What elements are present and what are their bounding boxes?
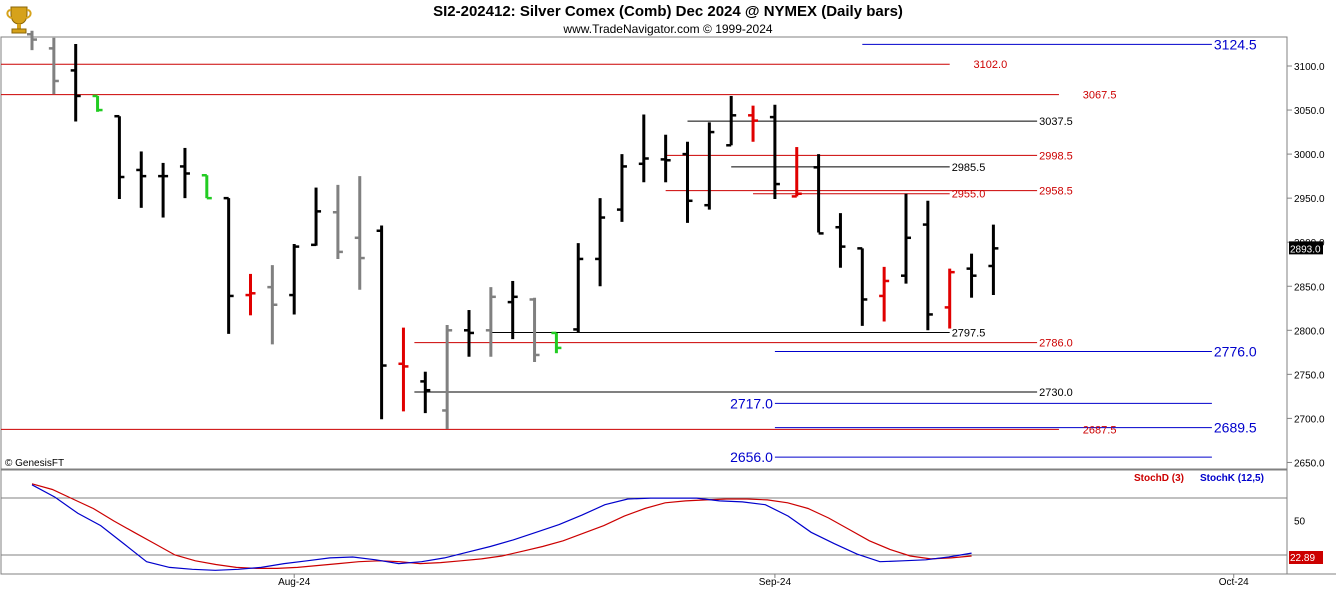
stochk-legend: StochK (12,5) bbox=[1200, 473, 1264, 484]
ohlc-bar bbox=[70, 43, 81, 122]
price-tick-label: 3000.0 bbox=[1294, 150, 1325, 161]
ohlc-bar bbox=[573, 243, 584, 333]
ohlc-bar bbox=[813, 154, 824, 235]
ohlc-bar bbox=[114, 114, 125, 200]
ohlc-bar bbox=[988, 224, 999, 296]
price-level-label: 2689.5 bbox=[1214, 420, 1257, 436]
price-level-label: 3124.5 bbox=[1214, 36, 1257, 52]
price-tick-label: 2750.0 bbox=[1294, 370, 1325, 381]
ohlc-bar bbox=[726, 95, 737, 147]
trophy-logo-icon bbox=[6, 6, 32, 34]
stoch-tick-label: 50 bbox=[1294, 517, 1306, 528]
price-level-label: 2958.5 bbox=[1039, 186, 1073, 198]
price-tick-label: 2800.0 bbox=[1294, 326, 1325, 337]
price-level-label: 2955.0 bbox=[952, 189, 986, 201]
stochd-line bbox=[31, 483, 972, 570]
ohlc-bar bbox=[879, 266, 890, 322]
price-level-label: 2687.5 bbox=[1083, 424, 1117, 436]
ohlc-bar bbox=[136, 151, 147, 208]
ohlc-bar bbox=[420, 371, 431, 414]
last-price-label: 2893.0 bbox=[1290, 244, 1321, 255]
price-level-label: 2656.0 bbox=[730, 449, 773, 465]
ohlc-bar bbox=[223, 196, 234, 334]
ohlc-bar bbox=[201, 173, 212, 200]
ohlc-bar bbox=[289, 243, 300, 315]
ohlc-bar bbox=[48, 37, 59, 95]
price-panel-border bbox=[0, 36, 1288, 470]
ohlc-bar bbox=[616, 154, 627, 222]
price-level-label: 2786.0 bbox=[1039, 338, 1073, 350]
price-tick-label: 3100.0 bbox=[1294, 62, 1325, 73]
ohlc-bar bbox=[704, 122, 715, 210]
ohlc-bar bbox=[595, 198, 606, 287]
ohlc-bar bbox=[267, 265, 278, 345]
ohlc-bar bbox=[485, 287, 496, 357]
price-level-label: 2998.5 bbox=[1039, 150, 1073, 162]
stochk-line bbox=[31, 484, 972, 571]
stoch-last-label: 22.89 bbox=[1290, 553, 1315, 564]
ohlc-bar bbox=[245, 273, 256, 316]
price-tick-label: 3050.0 bbox=[1294, 106, 1325, 117]
price-level-label: 3067.5 bbox=[1083, 90, 1117, 102]
ohlc-bar bbox=[748, 105, 759, 142]
ohlc-bar bbox=[332, 184, 343, 259]
ohlc-bar bbox=[901, 193, 911, 284]
stoch-last-box bbox=[1289, 551, 1323, 564]
ohlc-bar bbox=[944, 268, 955, 329]
ohlc-bar bbox=[682, 141, 693, 223]
ohlc-bar bbox=[507, 280, 518, 340]
price-tick-label: 2650.0 bbox=[1294, 458, 1325, 469]
copyright-text: © GenesisFT bbox=[5, 458, 65, 469]
time-tick-label: Aug-24 bbox=[278, 577, 311, 588]
ohlc-bar bbox=[966, 253, 977, 298]
stoch-panel-border bbox=[0, 469, 1288, 575]
last-price-box bbox=[1289, 241, 1323, 255]
price-tick-label: 2700.0 bbox=[1294, 414, 1325, 425]
chart-subtitle: www.TradeNavigator.com © 1999-2024 bbox=[563, 22, 773, 36]
ohlc-bar bbox=[179, 147, 190, 199]
ohlc-bar bbox=[551, 331, 562, 354]
ohlc-bar bbox=[791, 147, 802, 198]
chart-title: SI2-202412: Silver Comex (Comb) Dec 2024… bbox=[433, 3, 903, 20]
ohlc-bar bbox=[398, 327, 409, 412]
ohlc-bar bbox=[660, 134, 671, 183]
ohlc-bar bbox=[529, 297, 540, 363]
price-level-label: 3037.5 bbox=[1039, 116, 1073, 128]
ohlc-bar bbox=[857, 247, 868, 326]
ohlc-bar bbox=[922, 200, 933, 331]
price-level-label: 2717.0 bbox=[730, 395, 773, 411]
ohlc-bar bbox=[354, 176, 365, 290]
ohlc-bar bbox=[27, 30, 37, 51]
price-level-label: 2776.0 bbox=[1214, 343, 1257, 359]
ohlc-bar bbox=[311, 187, 322, 247]
price-level-label: 2797.5 bbox=[952, 328, 986, 340]
ohlc-bar bbox=[442, 325, 453, 429]
ohlc-bar bbox=[769, 104, 780, 200]
ohlc-bar bbox=[92, 94, 103, 112]
ohlc-bar bbox=[464, 310, 474, 357]
ohlc-bar bbox=[376, 225, 387, 420]
ohlc-bar bbox=[638, 114, 649, 183]
ohlc-bar bbox=[158, 162, 169, 218]
price-tick-label: 2850.0 bbox=[1294, 282, 1325, 293]
price-tick-label: 2950.0 bbox=[1294, 194, 1325, 205]
price-level-label: 2985.5 bbox=[952, 162, 986, 174]
time-tick-label: Oct-24 bbox=[1219, 577, 1249, 588]
time-tick-label: Sep-24 bbox=[759, 577, 792, 588]
price-level-label: 2730.0 bbox=[1039, 387, 1073, 399]
price-level-label: 3102.0 bbox=[974, 59, 1008, 71]
ohlc-bar bbox=[835, 213, 846, 268]
stochd-legend: StochD (3) bbox=[1134, 473, 1184, 484]
